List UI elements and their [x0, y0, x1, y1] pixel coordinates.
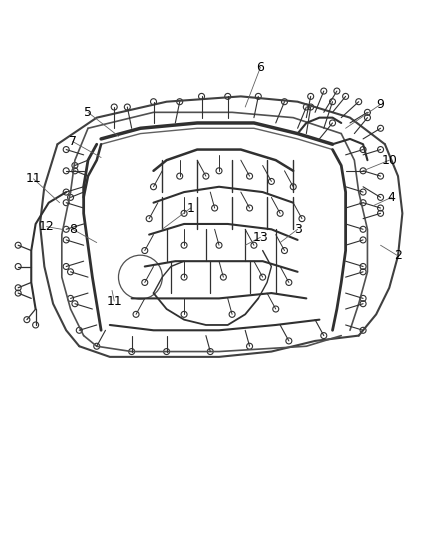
Text: 6: 6	[257, 61, 265, 74]
Text: 11: 11	[106, 295, 122, 308]
Text: 4: 4	[388, 191, 396, 204]
Text: 9: 9	[377, 98, 385, 111]
Text: 8: 8	[69, 223, 77, 236]
Text: 7: 7	[69, 135, 77, 148]
Text: 1: 1	[187, 201, 194, 214]
Text: 5: 5	[84, 106, 92, 119]
Text: 3: 3	[293, 223, 301, 236]
Text: 13: 13	[253, 231, 268, 244]
Text: 2: 2	[394, 249, 402, 262]
Text: 11: 11	[25, 172, 41, 185]
Text: 10: 10	[381, 154, 397, 167]
Text: 12: 12	[39, 220, 54, 233]
